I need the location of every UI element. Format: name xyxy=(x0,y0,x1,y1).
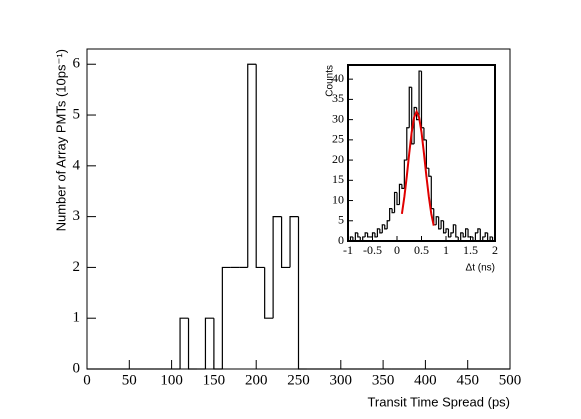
histogram-bin xyxy=(374,232,378,238)
y-tick-label: 10 xyxy=(332,192,344,206)
y-tick-label: 4 xyxy=(73,157,81,173)
histogram-bin xyxy=(389,208,393,221)
y-tick-label: 15 xyxy=(332,172,344,186)
y-tick-label: 5 xyxy=(73,106,81,122)
histogram-bin xyxy=(406,127,410,161)
y-tick-label: 3 xyxy=(73,208,81,224)
histogram-bin xyxy=(391,208,395,214)
y-tick-label: 6 xyxy=(73,56,81,72)
y-tick-label: 25 xyxy=(332,132,344,146)
y-tick-label: 1 xyxy=(73,310,81,326)
y-tick-label: 5 xyxy=(338,213,344,227)
histogram-bin xyxy=(462,232,466,238)
x-tick-label: 50 xyxy=(122,372,137,388)
histogram-bin xyxy=(408,86,412,128)
x-tick-label: 0 xyxy=(394,243,400,257)
y-tick-label: 20 xyxy=(332,152,344,166)
histogram-bin xyxy=(460,232,464,241)
x-tick-label: 450 xyxy=(456,372,479,388)
x-tick-label: 250 xyxy=(287,372,310,388)
x-tick-label: 0 xyxy=(83,372,91,388)
y-axis-label: Counts xyxy=(325,65,336,97)
y-tick-label: 0 xyxy=(338,233,344,247)
histogram-bin xyxy=(354,232,358,241)
histogram-bin xyxy=(435,216,439,225)
histogram-bin xyxy=(255,64,265,269)
histogram-bin xyxy=(423,127,427,141)
x-tick-label: 500 xyxy=(499,372,522,388)
x-tick-label: 350 xyxy=(372,372,395,388)
histogram-bin xyxy=(221,266,231,369)
x-tick-label: 300 xyxy=(330,372,353,388)
histogram-bin xyxy=(367,232,371,238)
histogram-bin xyxy=(371,232,375,237)
histogram-bin xyxy=(474,232,478,241)
x-tick-label: -0.5 xyxy=(363,243,382,257)
histogram-bin xyxy=(482,236,486,241)
histogram-bin xyxy=(440,220,444,229)
y-tick-label: 0 xyxy=(73,360,81,376)
fit-curve xyxy=(400,109,435,226)
histogram-bin xyxy=(447,228,451,238)
histogram-bin xyxy=(379,228,383,234)
x-tick-label: 1.5 xyxy=(463,243,478,257)
histogram-bin xyxy=(179,317,189,369)
x-tick-label: 2 xyxy=(492,243,498,257)
histogram-bin xyxy=(364,232,368,237)
histogram-bin xyxy=(452,224,456,233)
x-tick-label: 200 xyxy=(245,372,268,388)
histogram-bin xyxy=(442,220,446,234)
histogram-bin xyxy=(393,191,397,213)
x-tick-label: 150 xyxy=(203,372,226,388)
x-tick-label: 100 xyxy=(160,372,183,388)
histogram-bin xyxy=(381,224,385,233)
histogram-bin xyxy=(401,184,405,190)
y-axis-label: Number of Array PMTs (10ps⁻¹) xyxy=(53,49,68,231)
histogram-bin xyxy=(280,216,291,269)
histogram-bin xyxy=(398,183,402,205)
histogram-bin xyxy=(264,267,274,319)
histogram-bin xyxy=(289,216,299,268)
histogram-bin xyxy=(484,232,488,237)
histogram-bin xyxy=(386,220,390,229)
histogram-bin xyxy=(450,232,454,237)
x-axis-label: Transit Time Spread (ps) xyxy=(367,394,510,409)
histogram-bin xyxy=(272,216,282,319)
histogram-bin xyxy=(489,236,493,241)
y-tick-label: 2 xyxy=(73,259,81,275)
histogram-bin xyxy=(384,224,388,230)
histogram-bin xyxy=(428,168,432,177)
histogram-bin xyxy=(465,228,469,237)
histogram-bin xyxy=(396,192,400,206)
y-tick-label: 35 xyxy=(332,91,344,105)
histogram-bin xyxy=(403,159,407,189)
histogram-bin xyxy=(247,63,257,268)
y-tick-label: 40 xyxy=(332,71,344,85)
histogram-bin xyxy=(477,228,481,233)
y-tick-label: 30 xyxy=(332,111,344,125)
histogram-bin xyxy=(438,216,442,230)
histogram-bin xyxy=(376,228,380,237)
histogram-bin xyxy=(413,106,417,144)
histogram-bin xyxy=(411,87,415,145)
x-tick-label: 400 xyxy=(414,372,437,388)
histogram-bin xyxy=(418,70,422,120)
histogram-bin xyxy=(204,317,214,369)
histogram-bin xyxy=(467,228,471,238)
histogram-bin xyxy=(455,224,459,238)
x-tick-label: -1 xyxy=(343,243,353,257)
x-tick-label: 1 xyxy=(443,243,449,257)
histogram-bin xyxy=(349,236,353,241)
histogram-bin xyxy=(362,236,366,241)
x-axis-label: Δt (ns) xyxy=(466,263,495,274)
histogram-bin xyxy=(357,232,361,238)
x-tick-label: 0.5 xyxy=(414,243,429,257)
histogram-bin xyxy=(445,228,449,233)
